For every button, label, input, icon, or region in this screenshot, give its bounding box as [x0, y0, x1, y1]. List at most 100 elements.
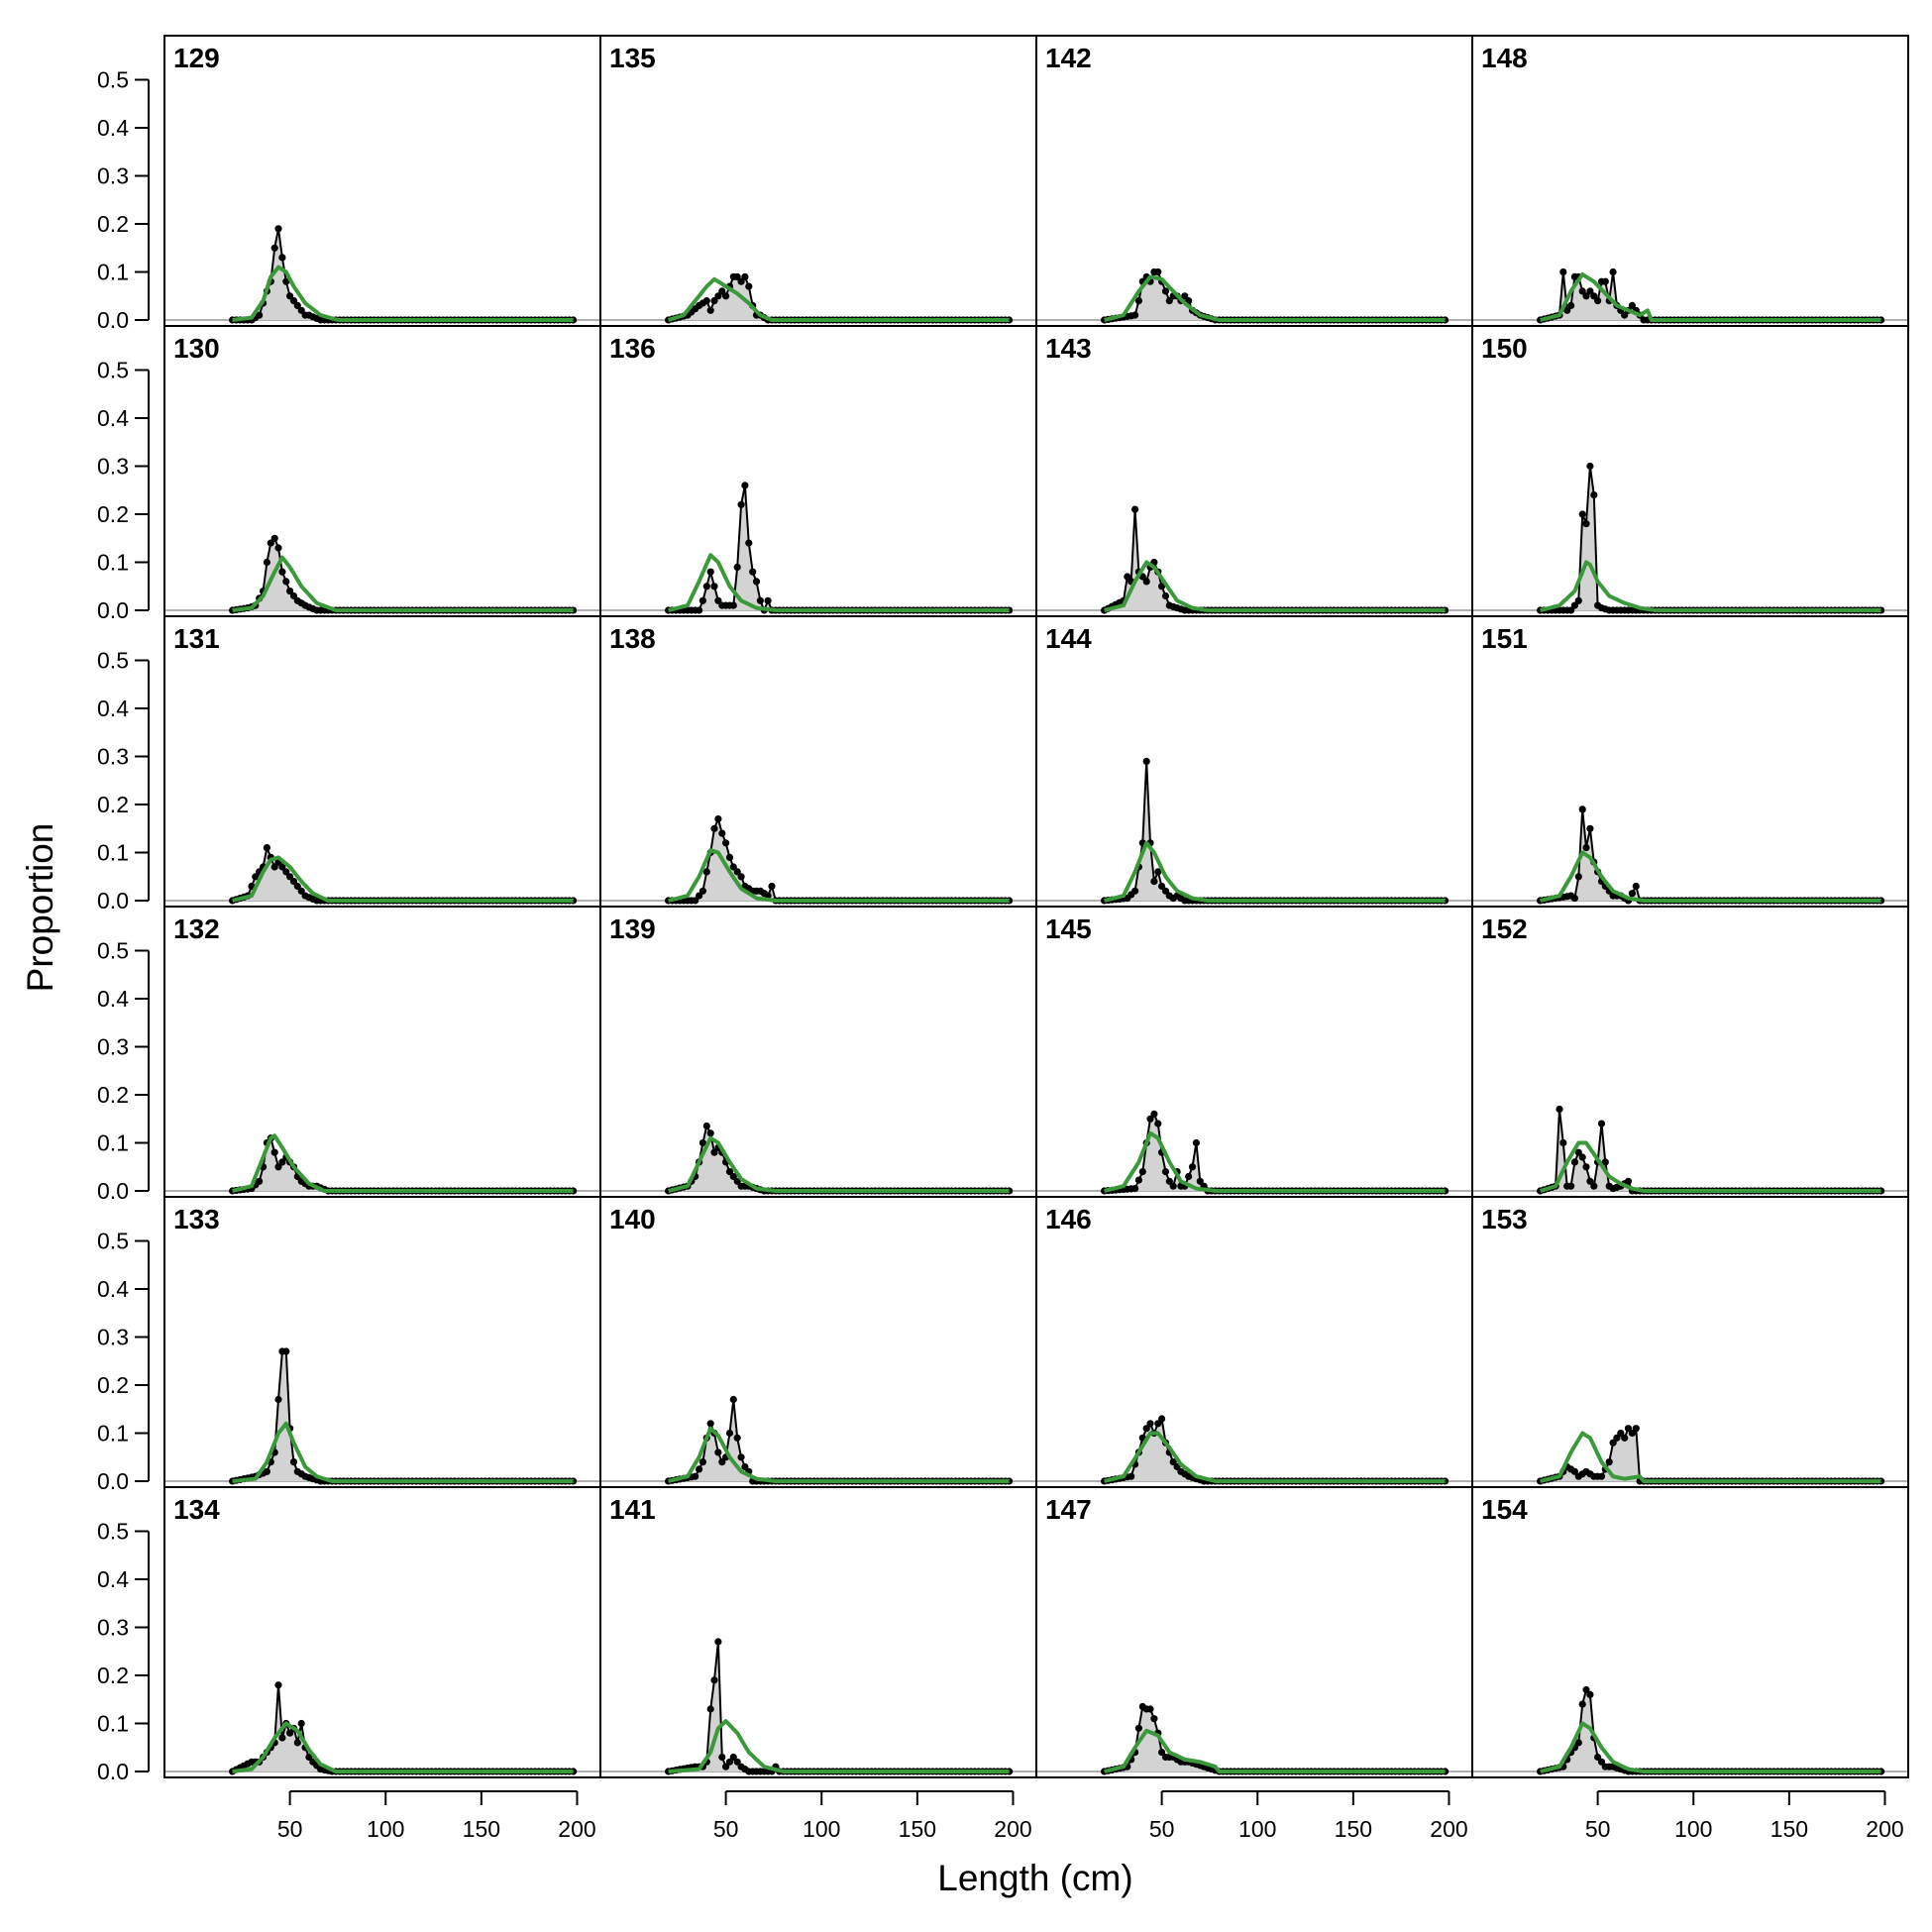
- observed-area: [668, 1126, 1010, 1191]
- observed-point: [733, 1758, 741, 1766]
- observed-point: [274, 225, 282, 233]
- observed-point: [1582, 1685, 1590, 1694]
- observed-point: [696, 606, 703, 614]
- observed-point: [293, 1739, 301, 1747]
- x-tick-label: 150: [1335, 1816, 1372, 1842]
- observed-point: [1586, 824, 1594, 832]
- y-tick-label: 0.2: [97, 1663, 129, 1688]
- observed-point: [718, 1458, 726, 1466]
- observed-point: [729, 863, 737, 871]
- y-tick-label: 0.1: [97, 1711, 129, 1737]
- observed-point: [1624, 1177, 1633, 1185]
- panel-frame: [1035, 325, 1473, 617]
- observed-point: [1613, 1434, 1621, 1442]
- observed-point: [1127, 1472, 1135, 1480]
- observed-point: [1142, 578, 1150, 586]
- panel-150: 150: [1471, 325, 1909, 617]
- y-tick-label: 0.4: [97, 405, 129, 431]
- observed-point: [289, 297, 298, 305]
- x-axis-col-3: 50 100 150 200: [1149, 1790, 1468, 1842]
- panel-frame: [599, 325, 1037, 617]
- y-tick-label: 0.1: [97, 840, 129, 866]
- y-tick-label: 0.1: [97, 550, 129, 576]
- observed-point: [737, 277, 745, 285]
- x-tick-label: 50: [713, 1816, 739, 1842]
- observed-area: [1540, 1689, 1881, 1771]
- observed-point: [1567, 301, 1575, 309]
- expected-line: [232, 1421, 574, 1483]
- observed-point: [1628, 301, 1636, 309]
- observed-point: [274, 1395, 282, 1404]
- y-tick-label: 0.0: [97, 1468, 129, 1494]
- observed-point: [1605, 1458, 1613, 1466]
- observed-point: [1578, 510, 1586, 518]
- observed-point: [278, 568, 286, 576]
- observed-point: [737, 1453, 745, 1461]
- observed-point: [702, 583, 710, 590]
- observed-point: [696, 892, 703, 900]
- observed-point: [729, 1172, 737, 1181]
- observed-point: [710, 297, 718, 305]
- observed-point: [1574, 596, 1582, 604]
- panel-label: 136: [609, 333, 656, 364]
- expected-line: [668, 553, 1010, 612]
- observed-point: [1154, 868, 1162, 876]
- panel-147: 147: [1035, 1486, 1473, 1778]
- expected-line: [232, 1721, 574, 1773]
- panel-142: 142: [1035, 35, 1473, 327]
- panel-frame: [1035, 1486, 1473, 1778]
- panel-136: 136: [599, 325, 1037, 617]
- observed-point: [1559, 1138, 1567, 1147]
- observed-point: [729, 601, 737, 609]
- observed-point: [286, 292, 294, 300]
- y-axis-row-3: 0.0 0.1 0.2 0.3 0.4 0.5: [97, 648, 150, 913]
- observed-point: [1586, 1690, 1594, 1698]
- observed-point: [263, 844, 270, 852]
- observed-point: [745, 282, 753, 290]
- observed-point: [1574, 873, 1582, 881]
- y-tick-label: 0.5: [97, 1519, 129, 1545]
- observed-point: [729, 1753, 737, 1762]
- observed-area: [668, 484, 1010, 610]
- panel-139: 139: [599, 906, 1037, 1198]
- observed-point: [1621, 1434, 1629, 1442]
- panel-frame: [1035, 906, 1473, 1198]
- panel-141: 141: [599, 1486, 1037, 1778]
- observed-point: [733, 272, 741, 280]
- panel-frame: [599, 906, 1037, 1198]
- observed-point: [1131, 311, 1139, 319]
- y-tick-label: 0.5: [97, 938, 129, 964]
- expected-line: [1104, 1728, 1446, 1773]
- observed-point: [252, 873, 260, 881]
- observed-area: [1540, 1428, 1881, 1481]
- panel-frame: [163, 615, 601, 908]
- observed-point: [1138, 1168, 1146, 1176]
- panel-label: 134: [173, 1494, 220, 1525]
- axes-layer: 0.00.10.20.30.40.50.00.10.20.30.40.50.00…: [97, 67, 1904, 1843]
- observed-point: [1150, 1715, 1158, 1723]
- panel-label: 147: [1045, 1494, 1092, 1525]
- panel-154: 154: [1471, 1486, 1909, 1778]
- panel-135: 135: [599, 35, 1037, 327]
- observed-point: [1621, 311, 1629, 319]
- observed-point: [1134, 297, 1142, 305]
- observed-point: [1165, 1177, 1173, 1185]
- observed-point: [1628, 1429, 1636, 1438]
- observed-point: [698, 1138, 707, 1147]
- panel-label: 151: [1481, 623, 1528, 654]
- y-tick-label: 0.5: [97, 67, 129, 93]
- observed-point: [263, 1467, 270, 1475]
- panel-133: 133: [163, 1196, 601, 1488]
- observed-point: [1134, 1176, 1142, 1184]
- observed-point: [725, 853, 734, 862]
- y-tick-label: 0.0: [97, 307, 129, 333]
- x-tick-label: 50: [1149, 1816, 1175, 1842]
- observed-point: [718, 1753, 726, 1762]
- observed-area: [232, 538, 574, 610]
- expected-line: [232, 265, 574, 322]
- observed-point: [297, 306, 305, 314]
- panel-label: 146: [1045, 1204, 1092, 1234]
- y-tick-label: 0.0: [97, 1759, 129, 1784]
- observed-area: [232, 1351, 574, 1481]
